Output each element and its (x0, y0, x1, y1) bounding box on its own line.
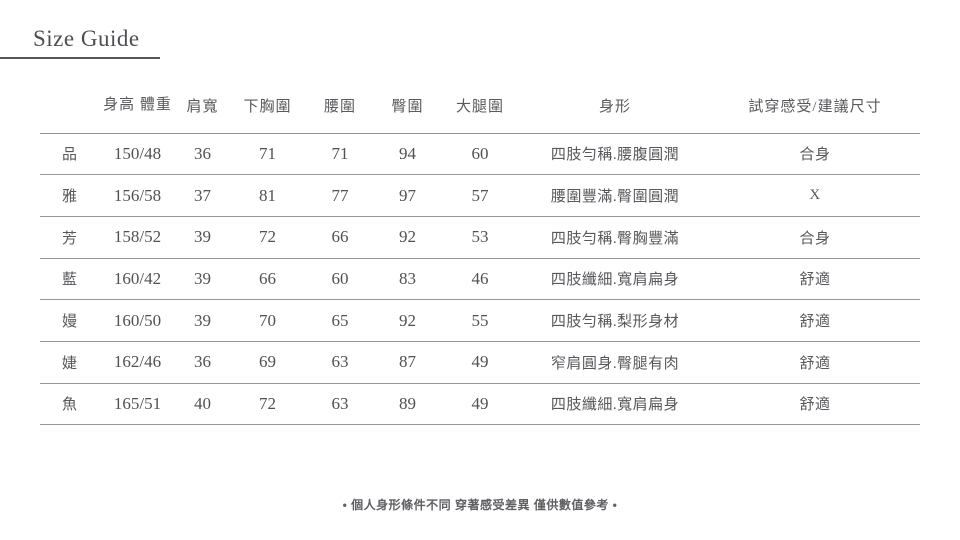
cell-label: 魚 (61, 397, 78, 414)
cell-waist: 60 (331, 268, 349, 288)
cell-label: 藍 (61, 272, 78, 289)
footer-note: • 個人身形條件不同 穿著感受差異 僅供數值參考 • (342, 498, 618, 512)
cell-shoulder: 37 (194, 185, 211, 205)
cell-fit: 舒適 (799, 397, 831, 414)
cell-thigh: 46 (471, 268, 489, 288)
cell-label: 芳 (61, 230, 78, 247)
cell-height-weight: 160/50 (113, 310, 162, 330)
cell-hip: 92 (399, 310, 416, 330)
cell-hip: 87 (399, 352, 416, 372)
cell-height-weight: 158/52 (113, 227, 162, 247)
title-underline: Size Guide (0, 26, 160, 59)
column-header-shoulder: 肩寬 (175, 78, 230, 134)
table-row: 嫚 160/50 39 70 65 92 55 四肢勻稱.梨形身材 舒適 (40, 300, 920, 342)
cell-under-bust: 66 (259, 268, 276, 288)
cell-fit: 合身 (799, 147, 831, 164)
cell-thigh: 49 (471, 393, 489, 413)
cell-shoulder: 39 (194, 310, 211, 330)
cell-shoulder: 39 (194, 227, 211, 247)
column-header-body-shape: 身形 (520, 78, 710, 134)
cell-waist: 63 (331, 393, 349, 413)
cell-thigh: 53 (471, 227, 489, 247)
cell-shoulder: 36 (194, 143, 211, 163)
cell-height-weight: 150/48 (113, 143, 162, 163)
table-row: 婕 162/46 36 69 63 87 49 窄肩圓身.臀腿有肉 舒適 (40, 341, 920, 384)
cell-label: 婕 (61, 355, 78, 372)
cell-body-shape: 四肢纖細.寬肩扁身 (550, 397, 680, 414)
cell-shoulder: 36 (194, 352, 211, 372)
column-header-fit: 試穿感受/建議尺寸 (710, 78, 920, 134)
cell-body-shape: 四肢勻稱.臀胸豐滿 (550, 230, 680, 247)
cell-under-bust: 72 (259, 227, 276, 247)
cell-height-weight: 160/42 (113, 268, 162, 288)
column-header-thigh: 大腿圍 (440, 78, 520, 134)
cell-body-shape: 四肢勻稱.腰腹圓潤 (550, 147, 680, 164)
column-header-under-bust: 下胸圍 (230, 78, 305, 134)
table-row: 藍 160/42 39 66 60 83 46 四肢纖細.寬肩扁身 舒適 (40, 258, 920, 300)
page-title: Size Guide (33, 26, 140, 51)
cell-label: 嫚 (61, 314, 78, 331)
cell-body-shape: 四肢纖細.寬肩扁身 (550, 272, 680, 289)
cell-under-bust: 69 (259, 352, 276, 372)
column-header-label (40, 78, 100, 134)
cell-body-shape: 腰圍豐滿.臀圍圓潤 (550, 189, 680, 206)
table-row: 芳 158/52 39 72 66 92 53 四肢勻稱.臀胸豐滿 合身 (40, 216, 920, 259)
cell-label: 雅 (61, 189, 78, 206)
cell-body-shape: 窄肩圓身.臀腿有肉 (550, 355, 680, 372)
cell-fit: 合身 (799, 230, 831, 247)
cell-under-bust: 70 (259, 310, 276, 330)
size-table: 身高 體重 肩寬 下胸圍 腰圍 臀圍 大腿圍 身形 試穿感受/建議尺寸 品 15… (40, 78, 920, 425)
cell-under-bust: 71 (259, 143, 276, 163)
cell-height-weight: 162/46 (113, 352, 162, 372)
cell-waist: 63 (331, 352, 349, 372)
table-header-row: 身高 體重 肩寬 下胸圍 腰圍 臀圍 大腿圍 身形 試穿感受/建議尺寸 (40, 78, 920, 134)
table-row: 品 150/48 36 71 71 94 60 四肢勻稱.腰腹圓潤 合身 (40, 133, 920, 175)
cell-waist: 66 (331, 227, 349, 247)
column-header-hip: 臀圍 (375, 78, 440, 134)
cell-fit: X (809, 187, 821, 204)
cell-hip: 92 (399, 227, 416, 247)
cell-hip: 97 (399, 185, 416, 205)
cell-hip: 83 (399, 268, 416, 288)
cell-thigh: 49 (471, 352, 489, 372)
cell-label: 品 (61, 147, 78, 164)
column-header-waist: 腰圍 (305, 78, 375, 134)
cell-thigh: 55 (471, 310, 489, 330)
cell-hip: 94 (399, 143, 416, 163)
cell-under-bust: 72 (259, 393, 276, 413)
cell-body-shape: 四肢勻稱.梨形身材 (550, 314, 680, 331)
cell-shoulder: 40 (194, 393, 211, 413)
cell-thigh: 57 (471, 185, 489, 205)
cell-hip: 89 (399, 393, 416, 413)
column-header-height-weight: 身高 體重 (100, 78, 175, 134)
cell-shoulder: 39 (194, 268, 211, 288)
cell-fit: 舒適 (799, 272, 831, 289)
table-row: 雅 156/58 37 81 77 97 57 腰圍豐滿.臀圍圓潤 X (40, 175, 920, 217)
cell-under-bust: 81 (259, 185, 276, 205)
cell-waist: 71 (331, 143, 349, 163)
cell-height-weight: 165/51 (113, 393, 162, 413)
cell-waist: 65 (331, 310, 349, 330)
cell-fit: 舒適 (799, 355, 831, 372)
cell-fit: 舒適 (799, 314, 831, 331)
cell-waist: 77 (331, 185, 349, 205)
cell-thigh: 60 (471, 143, 489, 163)
cell-height-weight: 156/58 (113, 185, 162, 205)
table-row: 魚 165/51 40 72 63 89 49 四肢纖細.寬肩扁身 舒適 (40, 383, 920, 425)
